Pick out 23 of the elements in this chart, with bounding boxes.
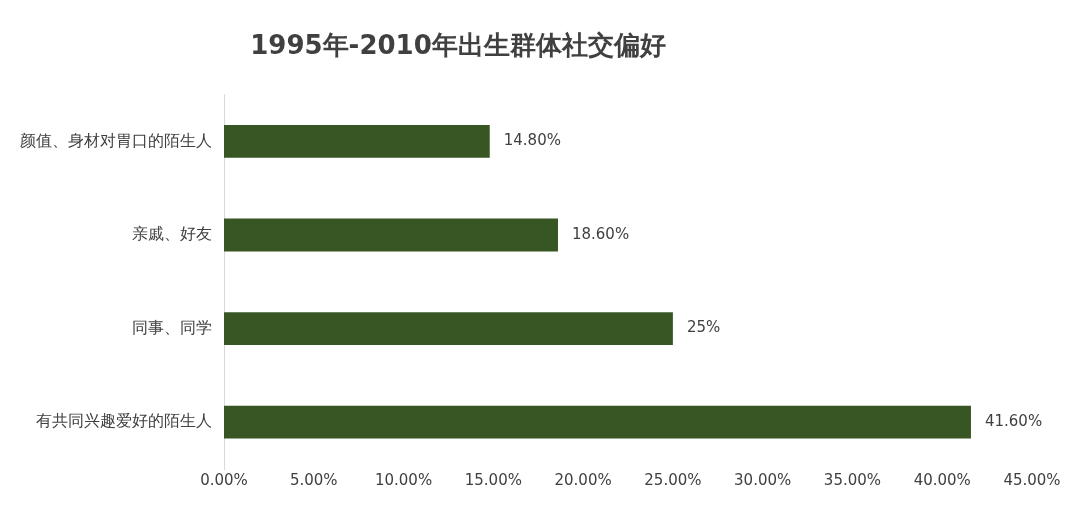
x-tick-label: 0.00% xyxy=(200,470,248,489)
data-label: 25% xyxy=(686,318,721,337)
x-tick-label: 30.00% xyxy=(734,470,792,489)
y-tick-label: 同事、同学 xyxy=(132,317,212,337)
x-tick-label: 20.00% xyxy=(554,470,612,489)
data-label: 14.80% xyxy=(503,131,561,150)
x-tick-label: 40.00% xyxy=(913,470,971,489)
x-tick-label: 15.00% xyxy=(464,470,522,489)
bar xyxy=(224,125,490,158)
x-tick-label: 5.00% xyxy=(289,470,338,489)
data-label: 18.60% xyxy=(571,224,630,243)
y-tick-label: 颜值、身材对胃口的陌生人 xyxy=(20,130,212,150)
bar xyxy=(224,312,673,345)
data-label: 41.60% xyxy=(984,412,1043,431)
bar xyxy=(224,218,558,252)
y-tick-label: 亲戚、好友 xyxy=(132,224,212,244)
x-tick-label: 35.00% xyxy=(823,470,882,489)
x-tick-label: 25.00% xyxy=(644,470,702,489)
x-tick-label: 45.00% xyxy=(1003,470,1061,489)
y-tick-label: 有共同兴趣爱好的陌生人 xyxy=(36,411,212,431)
x-tick-label: 10.00% xyxy=(374,470,433,489)
bar xyxy=(224,405,971,439)
chart-title: 1995年-2010年出生群体社交偏好 xyxy=(249,29,667,62)
